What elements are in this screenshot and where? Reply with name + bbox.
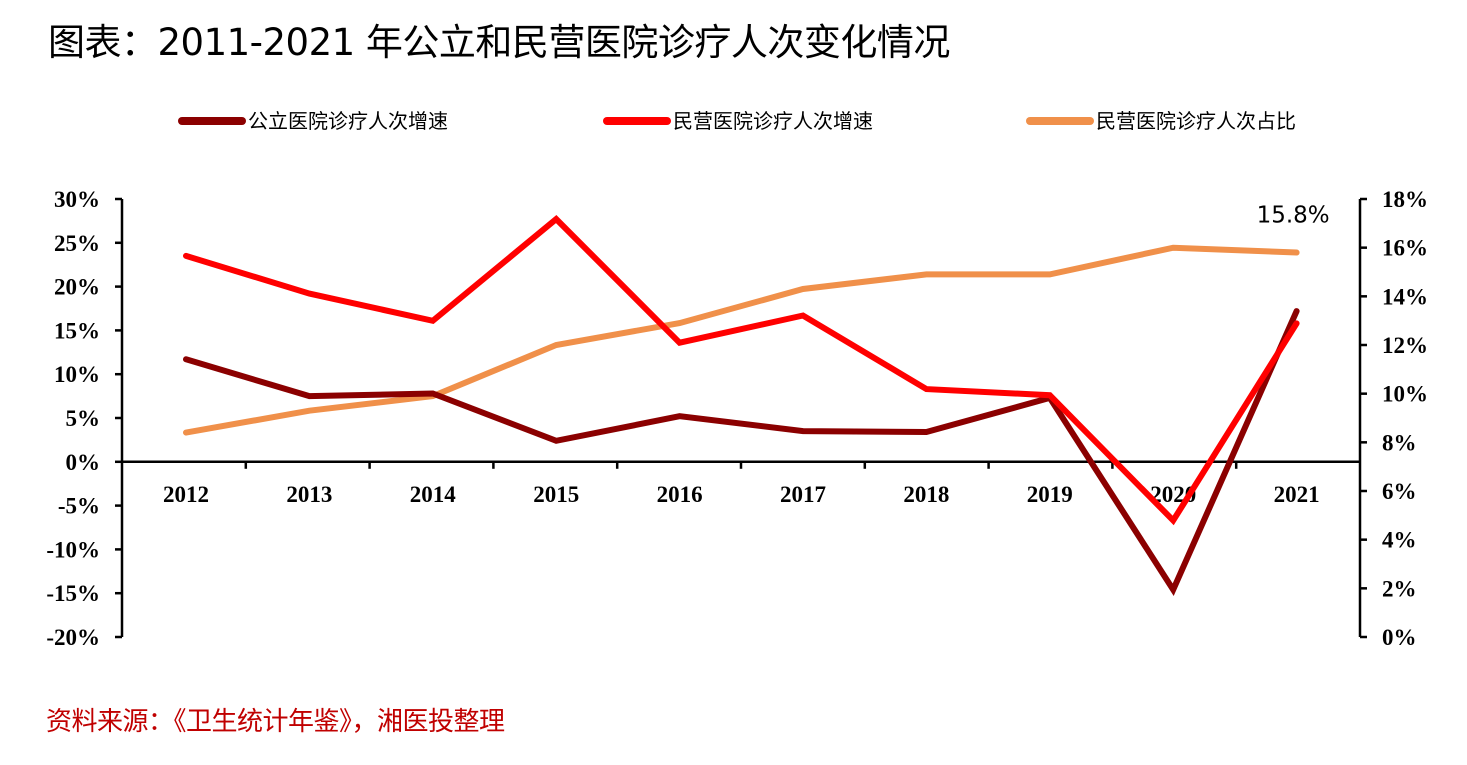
right-y-tick-label: 2% (1382, 576, 1417, 601)
right-y-tick-label: 4% (1382, 528, 1417, 553)
axes: 30% 25% 20% 15% 10% 5% 0% -5% -10% -15% -20% 18% 16%… (46, 187, 1428, 650)
left-y-tick-label: -5% (58, 494, 100, 519)
legend-item: 民营医院诊疗人次增速 (603, 109, 873, 133)
annotations: 15.8% (1257, 203, 1330, 229)
chart-title: 图表：2011-2021 年公立和民营医院诊疗人次变化情况 (48, 21, 950, 64)
x-tick-label: 2017 (780, 482, 826, 507)
right-y-tick-label: 6% (1382, 479, 1417, 504)
x-tick-label: 2014 (410, 482, 457, 507)
legend-label: 公立医院诊疗人次增速 (248, 109, 448, 133)
source-note: 资料来源：《卫生统计年鉴》，湘医投整理 (46, 707, 505, 737)
x-tick-label: 2013 (286, 482, 332, 507)
left-y-tick-label: 10% (54, 362, 100, 387)
legend-label: 民营医院诊疗人次增速 (673, 109, 873, 133)
left-y-tick-label: -10% (46, 537, 100, 562)
left-y-tick-label: 30% (54, 187, 100, 212)
left-y-tick-label: 25% (54, 231, 100, 256)
right-y-tick-label: 12% (1382, 333, 1428, 358)
left-y-tick-label: -15% (46, 581, 100, 606)
right-y-tick-label: 0% (1382, 625, 1417, 650)
data-label: 15.8% (1257, 203, 1330, 229)
legend-item: 公立医院诊疗人次增速 (178, 109, 448, 133)
left-y-tick-label: 0% (66, 450, 101, 475)
right-y-tick-label: 10% (1382, 382, 1428, 407)
series-lines (183, 215, 1300, 597)
right-y-tick-label: 18% (1382, 187, 1428, 212)
left-y-tick-label: -20% (46, 625, 100, 650)
series-line-0 (183, 308, 1300, 597)
legend-item: 民营医院诊疗人次占比 (1026, 109, 1296, 133)
left-y-tick-label: 5% (66, 406, 101, 431)
legend: 公立医院诊疗人次增速 民营医院诊疗人次增速 民营医院诊疗人次占比 (178, 109, 1296, 133)
x-tick-label: 2016 (657, 482, 703, 507)
series-line-1 (183, 215, 1300, 526)
x-tick-label: 2018 (903, 482, 949, 507)
right-y-tick-label: 8% (1382, 430, 1417, 455)
series-line-2 (183, 244, 1300, 436)
x-tick-label: 2021 (1274, 482, 1320, 507)
left-y-tick-label: 20% (54, 275, 100, 300)
left-y-tick-label: 15% (54, 318, 100, 343)
legend-label: 民营医院诊疗人次占比 (1096, 109, 1296, 133)
x-tick-label: 2012 (163, 482, 209, 507)
x-tick-label: 2019 (1027, 482, 1073, 507)
right-y-tick-label: 16% (1382, 236, 1428, 261)
x-tick-label: 2015 (533, 482, 579, 507)
right-y-tick-label: 14% (1382, 284, 1428, 309)
